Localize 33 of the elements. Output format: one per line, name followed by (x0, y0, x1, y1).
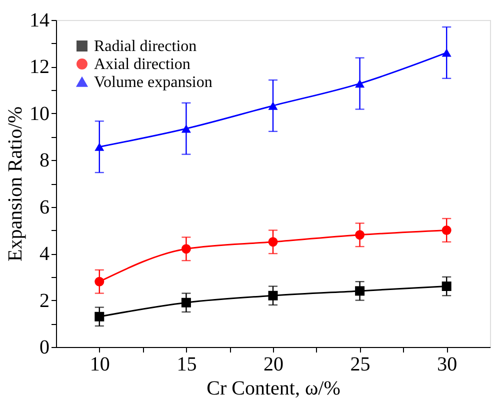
point (94, 312, 104, 322)
point (94, 142, 104, 151)
x-tick-label: 20 (264, 354, 284, 376)
point (268, 290, 278, 300)
point (181, 244, 191, 254)
y-tick-label: 2 (40, 290, 50, 312)
point (181, 298, 191, 308)
x-tick-label: 15 (176, 354, 197, 376)
legend-label: Volume expansion (94, 74, 212, 91)
y-tick-label: 8 (40, 150, 50, 172)
point (94, 276, 104, 286)
point (442, 48, 452, 57)
point (268, 102, 278, 110)
y-tick-label: 14 (30, 10, 50, 32)
y-tick-label: 6 (40, 196, 50, 218)
x-tick-label: 30 (437, 354, 458, 376)
x-axis-title: Cr Content, ω/% (206, 378, 340, 400)
point (355, 230, 365, 240)
point (181, 124, 191, 133)
legend-label: Radial direction (94, 38, 197, 55)
x-tick-label: 25 (350, 354, 370, 376)
x-tick-label: 10 (90, 354, 110, 376)
y-axis-title: Expansion Ratio/% (4, 106, 26, 262)
legend-label: Axial direction (94, 56, 190, 73)
point (355, 286, 365, 296)
point (355, 79, 365, 88)
y-tick-label: 4 (40, 243, 50, 266)
point (268, 237, 278, 247)
y-tick-label: 10 (30, 102, 50, 125)
y-tick-label: 12 (30, 56, 50, 78)
point (442, 225, 452, 235)
y-tick-label: 0 (40, 336, 50, 358)
point (442, 282, 452, 292)
